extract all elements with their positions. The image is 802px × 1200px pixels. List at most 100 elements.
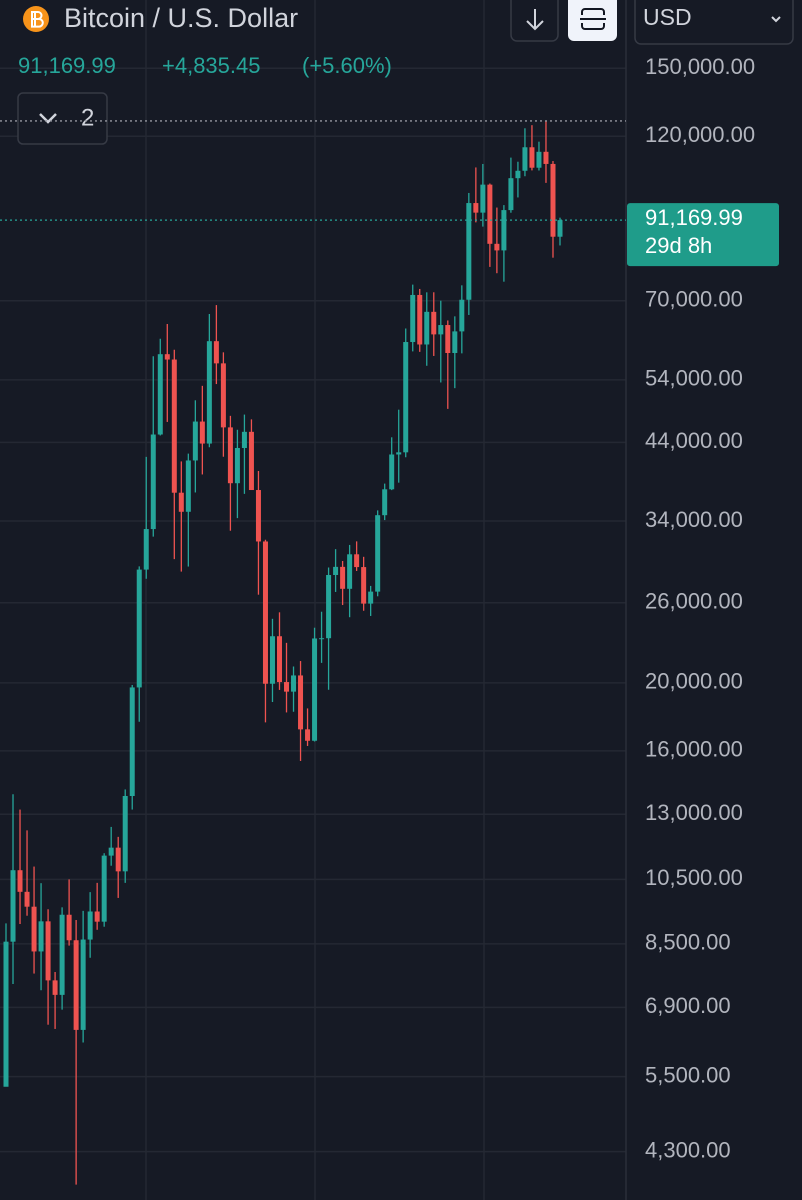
candle-body [459, 299, 465, 332]
candle-body [305, 729, 311, 741]
symbol-title: Bitcoin / U.S. Dollar [64, 3, 298, 33]
candle-body [312, 638, 318, 741]
candle-body [248, 431, 254, 491]
candle-body [17, 870, 23, 892]
button-box[interactable] [568, 0, 617, 41]
price-axis: 150,000.00 120,000.00 70,000.00 54,000.00 44… [645, 54, 755, 1162]
header-change: +4,835.45 [162, 53, 260, 78]
candle-body [438, 325, 444, 335]
candle-body [10, 870, 16, 942]
candle-body [319, 638, 325, 640]
header-change-pct: (+5.60%) [302, 53, 392, 78]
candle-body [494, 243, 500, 251]
candle-body [452, 331, 458, 353]
y-tick-label: 8,500.00 [645, 930, 731, 955]
candle-body [31, 906, 37, 952]
candle-body [213, 341, 219, 364]
candle-body [333, 566, 339, 576]
candle-body [445, 325, 451, 353]
candle-body [129, 687, 135, 797]
candle-body [24, 891, 30, 907]
candle-body [501, 210, 507, 251]
candle-body [375, 515, 381, 592]
candle-body [94, 911, 100, 922]
candle-body [529, 147, 535, 168]
candle-body [424, 311, 430, 345]
y-tick-label: 16,000.00 [645, 737, 743, 762]
candle-body [59, 914, 65, 995]
candle-body [206, 341, 212, 444]
y-tick-label: 26,000.00 [645, 589, 743, 614]
y-tick-label: 54,000.00 [645, 366, 743, 391]
candle-body [276, 636, 282, 683]
candle-body [108, 847, 114, 856]
candle-body [410, 294, 416, 343]
y-tick-label: 13,000.00 [645, 800, 743, 825]
currency-select[interactable]: USD [634, 0, 794, 45]
candle-body [227, 427, 233, 484]
candle-body [347, 554, 353, 589]
candle-body [543, 151, 549, 164]
y-tick-label: 70,000.00 [645, 287, 743, 312]
candle-body [536, 151, 542, 168]
candle-body [52, 980, 58, 995]
countdown-label: 29d 8h [645, 233, 712, 258]
y-tick-label: 120,000.00 [645, 122, 755, 147]
candle-body [38, 921, 44, 952]
candle-body [241, 431, 247, 448]
chevron-icon [39, 113, 57, 124]
y-tick-label: 6,900.00 [645, 993, 731, 1018]
candle-body [508, 178, 514, 211]
candles [3, 120, 563, 1185]
candle-body [66, 914, 72, 941]
candle-body [143, 529, 149, 570]
candle-body [171, 359, 177, 493]
candle-body [403, 342, 409, 453]
header: Bitcoin / U.S. Dollar 91,169.99 +4,835.4… [17, 0, 794, 145]
fullscreen-icon [580, 8, 606, 30]
candle-body [417, 294, 423, 345]
candle-body [389, 454, 395, 490]
toggle-box[interactable] [17, 92, 108, 145]
candle-body [361, 567, 367, 604]
select-box[interactable] [634, 0, 794, 45]
candle-body [178, 492, 184, 512]
candle-body [150, 434, 156, 530]
y-tick-label: 44,000.00 [645, 428, 743, 453]
download-button[interactable] [510, 0, 559, 42]
fullscreen-button[interactable] [568, 0, 617, 41]
indicators-toggle[interactable]: 2 [17, 92, 108, 145]
arrow-icon [526, 9, 544, 31]
candle-body [291, 675, 297, 692]
candle-body [3, 941, 9, 1087]
candle-body [396, 452, 402, 455]
last-price-badge [627, 203, 779, 267]
y-tick-label: 4,300.00 [645, 1137, 731, 1162]
candle-body [262, 541, 268, 684]
candle-body [199, 421, 205, 444]
y-tick-label: 20,000.00 [645, 669, 743, 694]
candle-body [185, 460, 191, 512]
currency-label: USD [643, 4, 692, 30]
bitcoin-glyph [31, 11, 44, 28]
candle-body [382, 489, 388, 516]
header-price: 91,169.99 [18, 53, 116, 78]
candle-body [431, 311, 437, 335]
candle-body [80, 939, 86, 1030]
candle-body [157, 354, 163, 435]
candle-body [101, 855, 107, 922]
candle-body [220, 363, 226, 428]
y-tick-label: 10,500.00 [645, 865, 743, 890]
candle-body [87, 911, 93, 940]
candle-body [192, 421, 198, 461]
candle-body [73, 940, 79, 1030]
toggle-count: 2 [81, 104, 94, 131]
candle-body [298, 675, 304, 730]
candle-body [284, 682, 290, 692]
candle-body [255, 490, 261, 542]
y-tick-label: 34,000.00 [645, 507, 743, 532]
candle-body [136, 569, 142, 688]
candle-body [550, 163, 556, 237]
